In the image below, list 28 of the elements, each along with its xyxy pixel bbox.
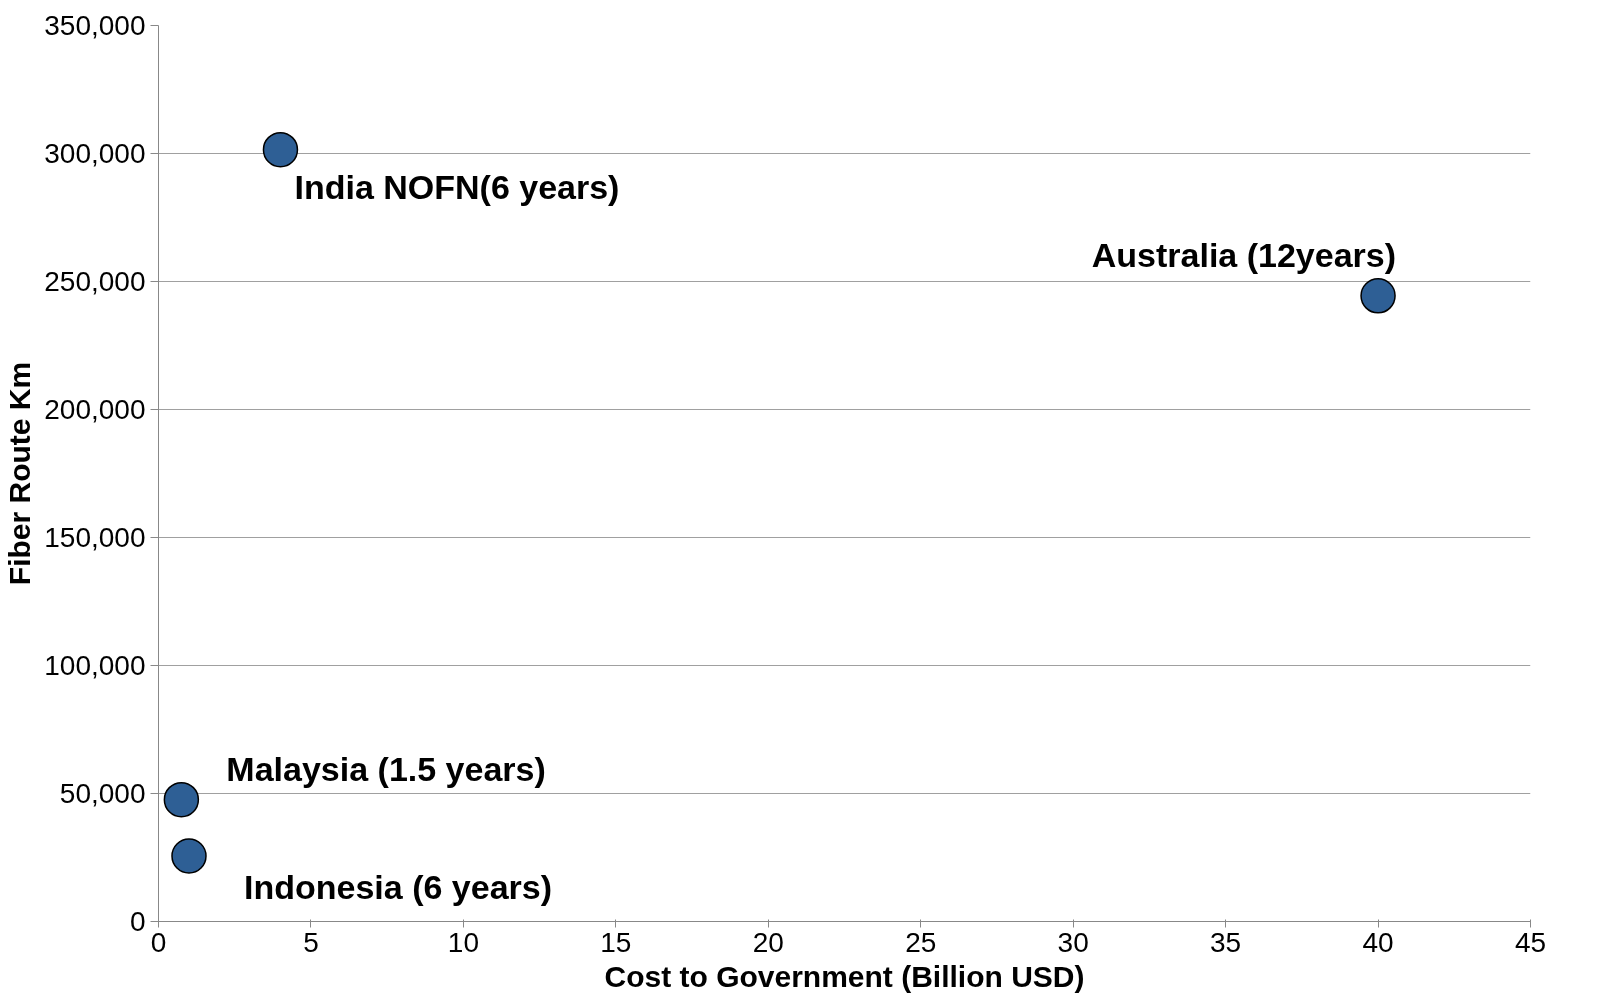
x-axis-title: Cost to Government (Billion USD) xyxy=(604,959,1085,993)
x-tick-label: 20 xyxy=(752,926,784,958)
y-tick-label: 350,000 xyxy=(44,10,146,41)
point xyxy=(171,838,207,874)
y-axis-title: Fiber Route Km xyxy=(3,361,37,586)
y-tick-label: 200,000 xyxy=(44,394,146,425)
x-tick-label: 25 xyxy=(905,926,937,958)
x-tick-label: 15 xyxy=(600,926,632,958)
x-tick-label: 30 xyxy=(1057,926,1089,958)
point xyxy=(262,131,299,168)
x-tick-label: 0 xyxy=(150,926,167,958)
annotation: Indonesia (6 years) xyxy=(243,867,552,906)
y-tick-label: 0 xyxy=(129,906,146,937)
x-tick-label: 40 xyxy=(1362,926,1394,958)
y-tick-label: 100,000 xyxy=(44,650,146,681)
y-tick-label: 250,000 xyxy=(44,266,146,297)
x-tick-label: 10 xyxy=(447,926,479,958)
y-tick-label: 300,000 xyxy=(44,138,146,169)
x-tick-label: 35 xyxy=(1210,926,1242,958)
x-tick-label: 5 xyxy=(303,926,319,958)
annotation: India NOFN(6 years) xyxy=(294,167,620,206)
y-tick-label: 150,000 xyxy=(44,522,146,553)
x-tick-label: 45 xyxy=(1514,926,1547,958)
point xyxy=(163,781,200,818)
annotation: Malaysia (1.5 years) xyxy=(226,749,546,788)
annotation: Australia (12years) xyxy=(1091,235,1397,274)
point xyxy=(1360,278,1396,314)
y-tick-label: 50,000 xyxy=(59,778,146,809)
